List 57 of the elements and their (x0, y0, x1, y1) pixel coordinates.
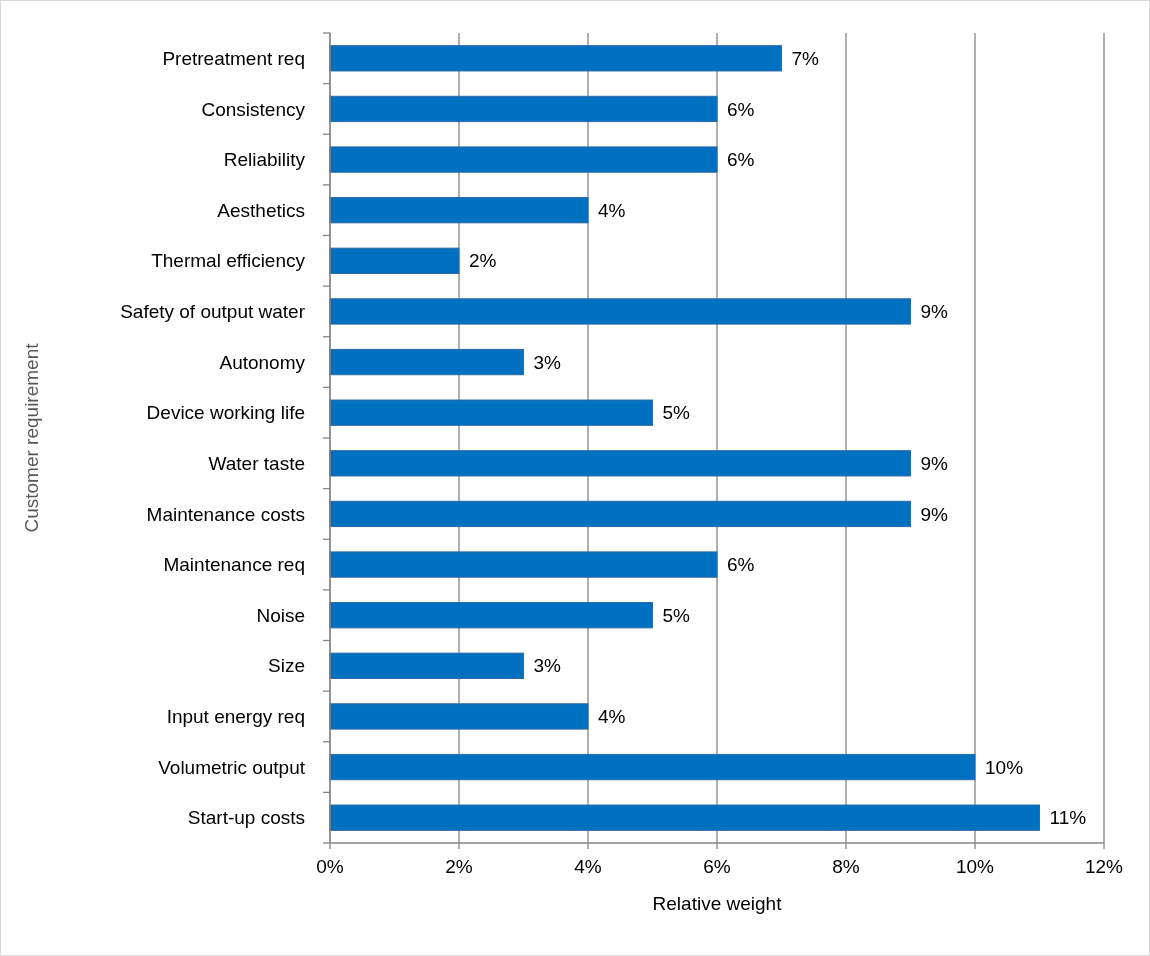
data-label: 4% (598, 706, 626, 728)
y-tick-label: Thermal efficiency (151, 250, 306, 272)
bar (329, 652, 524, 679)
y-tick-label: Reliability (223, 149, 306, 171)
data-label: 11% (1049, 807, 1087, 829)
bar (329, 703, 589, 730)
x-tick-label: 10% (955, 856, 995, 877)
y-tick-label: Maintenance costs (146, 503, 305, 525)
x-tick-label: 6% (703, 856, 731, 877)
bar (329, 399, 653, 426)
y-tick-label: Safety of output water (120, 301, 306, 323)
y-tick-label: Volumetric output (158, 756, 306, 778)
y-tick-label: Input energy req (166, 706, 305, 728)
data-label: 2% (469, 250, 497, 272)
data-label: 9% (920, 503, 949, 525)
y-tick-label: Start-up costs (187, 807, 305, 829)
x-tick-label: 12% (1084, 856, 1124, 877)
bar (329, 197, 589, 224)
bar (329, 45, 782, 72)
x-axis-title: Relative weight (652, 893, 783, 914)
x-tick-label: 0% (316, 856, 344, 877)
bar (329, 500, 911, 528)
y-tick-label: Size (268, 655, 305, 677)
data-label: 9% (920, 301, 949, 323)
y-tick-label: Consistency (201, 98, 306, 120)
y-axis-title: Customer requirement (21, 342, 42, 533)
y-tick-label: Water taste (208, 452, 305, 474)
x-tick-label: 2% (445, 856, 473, 877)
data-label: 6% (727, 149, 755, 171)
bar (329, 95, 718, 123)
x-tick-label: 4% (574, 856, 602, 877)
y-tick-label: Autonomy (219, 351, 306, 373)
data-label: 3% (533, 351, 562, 373)
data-label: 9% (920, 452, 949, 474)
data-label: 6% (727, 554, 755, 576)
bar (329, 146, 718, 173)
data-label: 6% (727, 98, 755, 120)
y-tick-label: Noise (256, 604, 305, 626)
y-tick-label: Pretreatment req (162, 47, 305, 69)
bar (329, 298, 911, 325)
data-label: 5% (662, 604, 691, 626)
data-label: 4% (598, 199, 626, 221)
bar (329, 753, 976, 781)
y-tick-label: Device working life (146, 402, 305, 424)
bar (329, 551, 718, 578)
bar (329, 450, 911, 477)
bar (329, 602, 653, 629)
x-tick-label: 8% (832, 856, 860, 877)
y-tick-label: Maintenance req (163, 554, 305, 576)
data-label: 3% (533, 655, 562, 677)
data-label: 10% (985, 756, 1024, 778)
bar (329, 804, 1040, 831)
y-tick-label: Aesthetics (217, 199, 305, 221)
bar (329, 247, 460, 274)
data-label: 7% (791, 47, 820, 69)
data-label: 5% (662, 402, 691, 424)
bar (329, 348, 524, 376)
